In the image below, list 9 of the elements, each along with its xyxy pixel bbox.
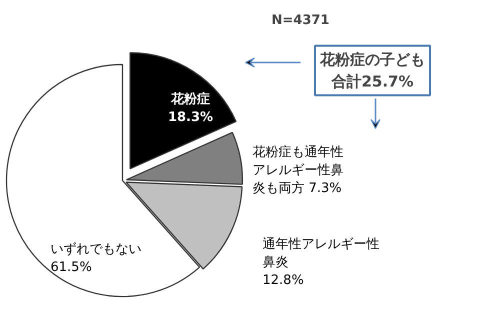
slice-label: 花粉症 <box>170 91 210 107</box>
data-label: 18.3% <box>168 110 214 125</box>
data-label: 61.5% <box>50 260 92 275</box>
data-label: 12.8% <box>262 273 304 288</box>
text: 花粉症の子ども合計25.7% <box>319 50 425 90</box>
slice-label: いずれでもない <box>50 242 142 257</box>
text: N=4371 <box>272 13 330 28</box>
slice-label: 花粉症も通年性アレルギー性鼻炎も両方 7.3% <box>252 145 344 196</box>
slice-label: 通年性アレルギー性鼻炎 <box>262 237 380 270</box>
